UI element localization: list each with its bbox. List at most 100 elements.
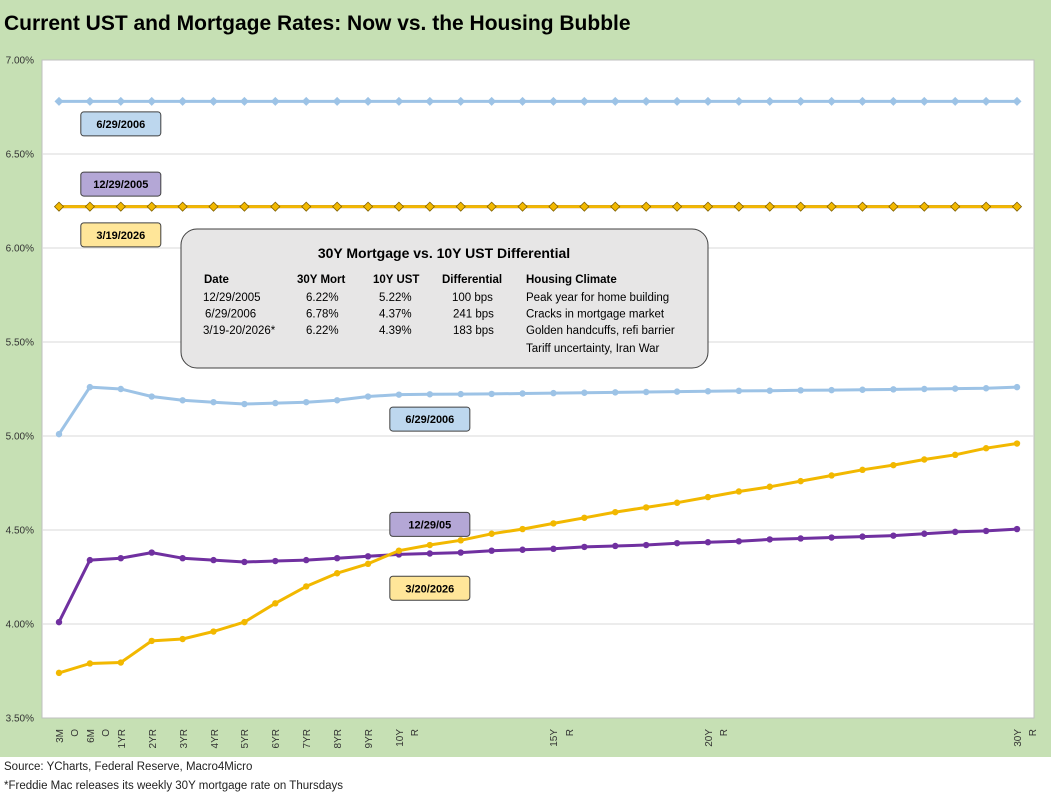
data-point — [951, 451, 959, 458]
freddie-mac-note: *Freddie Mac releases its weekly 30Y mor… — [4, 780, 343, 792]
data-point — [921, 456, 928, 463]
data-point — [548, 96, 558, 106]
data-point — [333, 555, 341, 562]
data-point — [610, 96, 620, 106]
data-point — [950, 201, 961, 212]
data-point — [179, 555, 186, 562]
data-point — [890, 461, 897, 469]
data-point — [704, 493, 712, 501]
data-point — [270, 96, 280, 106]
data-point — [919, 201, 930, 212]
data-point — [888, 96, 898, 106]
series-line-5 — [58, 442, 1018, 675]
differential-table-header: Date — [204, 274, 229, 286]
data-point — [579, 96, 589, 106]
y-tick-label: 6.50% — [6, 150, 34, 161]
data-point — [55, 669, 63, 677]
data-point — [550, 520, 557, 527]
x-tick-label: 20Y — [704, 729, 715, 747]
data-point — [55, 430, 63, 438]
data-point — [272, 600, 279, 607]
data-point — [116, 96, 126, 106]
data-point — [519, 546, 526, 553]
data-point — [179, 635, 186, 643]
data-point — [333, 397, 341, 404]
data-point — [610, 201, 621, 212]
data-point — [208, 201, 219, 212]
data-point — [517, 201, 528, 212]
annotation-label: 3/19/2026 — [96, 230, 145, 242]
data-point — [890, 532, 897, 539]
data-point — [641, 201, 652, 212]
data-point — [735, 387, 743, 395]
data-point — [488, 390, 495, 398]
differential-table-box — [180, 228, 709, 369]
annotation-label: 6/29/2006 — [405, 414, 454, 426]
data-point — [950, 96, 960, 106]
data-point — [395, 391, 403, 398]
line-chart: 3.50% 4.00% 4.50% 5.00% 5.50% 6.00% 6.50% 7.00%… — [6, 56, 1039, 749]
x-tick-label: 3M — [55, 729, 66, 743]
differential-table-cell: 6.22% — [306, 325, 339, 337]
x-tick-label: 5YR — [240, 729, 251, 748]
data-point — [148, 637, 155, 645]
data-point — [641, 96, 651, 106]
differential-table-cell: 6.22% — [306, 292, 339, 304]
data-point — [612, 508, 619, 516]
data-point — [333, 570, 341, 577]
data-point — [518, 96, 528, 106]
annotation-box-0 — [80, 111, 162, 137]
data-point — [177, 201, 188, 212]
data-point — [241, 400, 248, 408]
data-point — [272, 557, 279, 565]
data-point — [239, 96, 249, 106]
data-point — [704, 388, 712, 395]
data-point — [301, 96, 311, 106]
data-point — [272, 399, 279, 407]
data-point — [332, 96, 342, 106]
data-point — [301, 201, 312, 212]
data-point — [703, 96, 713, 106]
annotation-box-5 — [389, 575, 471, 601]
data-point — [548, 201, 559, 212]
annotation-label: 6/29/2006 — [96, 119, 145, 131]
data-point — [179, 397, 186, 404]
data-point — [951, 385, 959, 392]
data-point — [766, 387, 773, 394]
x-tick-label: 6YR — [271, 729, 282, 748]
y-tick-label: 6.00% — [6, 244, 34, 255]
data-point — [332, 201, 343, 212]
data-point — [857, 201, 868, 212]
y-tick-label: 5.00% — [6, 432, 34, 443]
x-tick-label: 4YR — [210, 729, 221, 748]
data-point — [766, 536, 773, 543]
data-point — [178, 96, 188, 106]
x-tick-label: 10Y — [395, 729, 406, 747]
annotation-label: 12/29/05 — [408, 519, 451, 531]
annotation-box-4 — [389, 511, 471, 537]
differential-table-header: 30Y Mort — [297, 274, 346, 286]
data-point — [86, 556, 94, 564]
data-point — [86, 660, 94, 667]
data-point — [673, 539, 681, 547]
y-tick-label: 4.00% — [6, 620, 34, 631]
data-point — [826, 201, 837, 212]
data-point — [981, 96, 991, 106]
data-point — [457, 549, 464, 556]
differential-table-header: 10Y UST — [373, 274, 419, 286]
differential-table-title: 30Y Mortgage vs. 10Y UST Differential — [318, 245, 570, 261]
data-point — [303, 583, 310, 590]
data-point — [704, 539, 712, 546]
data-point — [1011, 201, 1023, 212]
data-point — [982, 527, 990, 535]
y-tick-label: 5.50% — [6, 338, 34, 349]
data-point — [426, 391, 434, 398]
data-point — [85, 96, 95, 106]
x-tick-label: 2YR — [148, 729, 159, 748]
differential-table-cell: 4.39% — [379, 325, 412, 337]
data-point — [828, 534, 835, 541]
y-tick-label: 7.00% — [6, 56, 34, 67]
data-point — [117, 555, 125, 562]
data-point — [735, 538, 743, 545]
data-point — [425, 96, 435, 106]
